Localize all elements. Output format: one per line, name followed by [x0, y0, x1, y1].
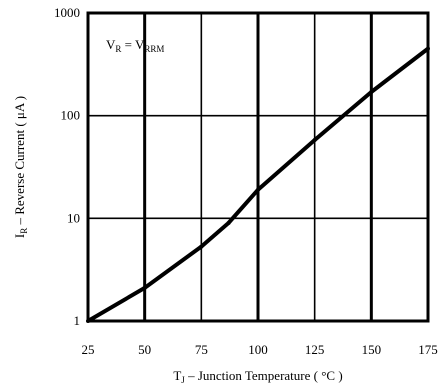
x-label-rest: – Junction Temperature ( °C )	[185, 368, 343, 383]
data-point	[86, 319, 90, 323]
y-tick-label: 10	[67, 210, 80, 225]
x-tick-label: 150	[362, 342, 382, 357]
grid-lines	[88, 13, 428, 321]
x-label-sub: J	[181, 375, 185, 385]
y-tick-label: 100	[61, 108, 81, 123]
annotation-eq: = V	[121, 37, 145, 52]
plot-frame	[86, 11, 430, 323]
x-tick-label: 175	[418, 342, 438, 357]
x-tick-label: 75	[195, 342, 208, 357]
data-point	[199, 244, 204, 249]
data-point	[256, 187, 260, 192]
x-axis-label: TJ – Junction Temperature ( °C )	[173, 368, 342, 385]
annotation-v1: V	[106, 37, 116, 52]
annotation-vr-vrrm: VR = VRRM	[106, 37, 164, 54]
data-point	[426, 46, 430, 51]
x-tick-label: 25	[82, 342, 95, 357]
series-line	[86, 47, 430, 323]
x-tick-label: 100	[248, 342, 268, 357]
annotation-sub-r: R	[115, 44, 121, 54]
y-label-main: I	[12, 234, 27, 238]
x-tick-label: 125	[305, 342, 325, 357]
y-label-sub: R	[19, 228, 29, 234]
x-tick-labels: 25 50 75 100 125 150 175	[82, 342, 438, 357]
y-tick-label: 1	[74, 313, 81, 328]
data-point	[226, 221, 231, 226]
data-point	[369, 90, 374, 95]
x-label-main: T	[173, 368, 181, 383]
x-tick-label: 50	[138, 342, 151, 357]
data-point	[142, 285, 147, 290]
y-tick-labels: 1 10 100 1000	[54, 5, 80, 328]
data-point	[312, 137, 317, 142]
annotation-sub-rrm: RRM	[144, 44, 164, 54]
y-label-rest: – Reverse Current ( μA )	[12, 96, 27, 228]
y-axis-label: IR – Reverse Current ( μA )	[12, 96, 29, 238]
data-points	[86, 46, 430, 323]
y-tick-label: 1000	[54, 5, 80, 20]
